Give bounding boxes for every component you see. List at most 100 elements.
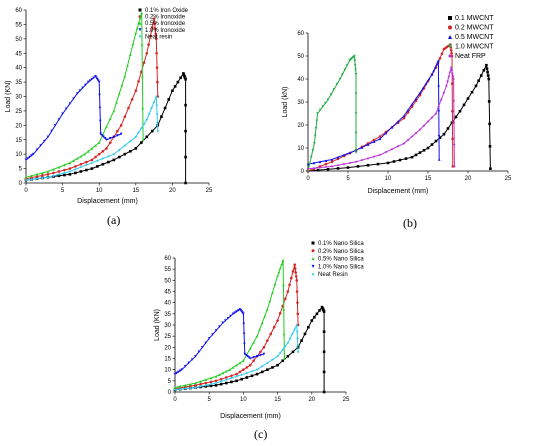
data-point <box>306 167 310 170</box>
data-point <box>282 332 286 336</box>
data-point <box>100 134 104 137</box>
data-point <box>246 354 249 358</box>
data-point <box>296 323 300 327</box>
data-point <box>204 384 208 387</box>
data-point <box>85 168 88 172</box>
data-point <box>404 157 408 160</box>
data-point <box>418 91 422 95</box>
data-point <box>442 91 446 95</box>
data-point <box>322 370 326 374</box>
series-line <box>25 18 159 180</box>
data-point <box>312 161 316 165</box>
data-point <box>231 366 235 369</box>
data-point <box>242 359 245 363</box>
data-point <box>120 83 124 87</box>
data-point <box>228 368 232 371</box>
data-point <box>372 155 376 158</box>
data-point <box>79 162 83 166</box>
data-point <box>99 132 102 136</box>
data-point <box>283 297 287 301</box>
legend-label: 0.5% Ironoxide <box>145 21 186 27</box>
data-point <box>296 337 299 340</box>
y-axis-label: Load (kN) <box>282 87 289 118</box>
data-point <box>245 371 249 375</box>
data-point <box>437 108 441 112</box>
data-point <box>209 380 213 384</box>
data-point <box>129 139 132 143</box>
data-point <box>439 98 443 101</box>
data-point <box>446 80 449 83</box>
data-point <box>318 108 322 112</box>
data-point <box>235 363 238 367</box>
y-tick-label: 30 <box>15 95 22 101</box>
data-point <box>281 258 285 262</box>
data-point <box>446 127 450 130</box>
data-point <box>294 271 298 274</box>
data-point <box>410 103 414 106</box>
data-point <box>360 146 364 149</box>
data-point <box>171 89 174 93</box>
data-point <box>280 262 284 266</box>
y-tick-label: 5 <box>168 379 172 385</box>
data-point <box>276 319 279 322</box>
panel-label-a: (a) <box>107 213 121 227</box>
data-point <box>426 146 430 150</box>
x-tick-label: 0 <box>306 176 310 182</box>
data-point <box>283 344 287 348</box>
data-point <box>255 372 259 376</box>
data-point <box>485 63 488 67</box>
data-point <box>309 155 313 159</box>
data-point <box>175 371 179 375</box>
data-point <box>353 54 356 58</box>
data-point <box>235 372 238 376</box>
data-point <box>336 155 340 159</box>
x-tick-label: 25 <box>206 188 213 194</box>
y-tick-label: 5 <box>19 167 23 173</box>
y-tick-label: 0 <box>19 181 23 187</box>
data-point <box>279 266 282 270</box>
data-point <box>466 97 470 100</box>
data-point <box>155 66 159 69</box>
x-tick-label: 25 <box>343 397 350 403</box>
data-point <box>154 32 158 36</box>
data-point <box>353 59 357 62</box>
data-point <box>329 93 333 96</box>
data-point <box>152 100 156 104</box>
data-point <box>396 144 400 148</box>
data-point <box>225 370 228 373</box>
data-point <box>245 376 249 379</box>
data-point <box>330 165 334 168</box>
data-point <box>430 116 434 119</box>
data-point <box>184 181 187 185</box>
y-tick-label: 50 <box>15 37 22 43</box>
data-point <box>156 129 160 133</box>
data-point <box>94 155 97 159</box>
data-point <box>235 310 238 313</box>
data-point <box>315 312 319 316</box>
data-point <box>410 135 414 138</box>
data-point <box>348 151 352 154</box>
data-point <box>90 158 94 162</box>
x-axis-label: Displacement (mm) <box>368 188 429 195</box>
data-point <box>450 51 453 55</box>
data-point <box>316 168 320 172</box>
data-point <box>300 339 303 342</box>
y-tick-label: 50 <box>297 54 304 60</box>
data-point <box>68 161 72 165</box>
data-point <box>72 97 75 100</box>
data-point <box>291 350 295 354</box>
data-point <box>184 77 187 81</box>
data-point <box>271 358 274 361</box>
y-tick-label: 35 <box>164 312 171 318</box>
y-tick-label: 10 <box>15 152 22 158</box>
data-point <box>57 118 61 121</box>
data-point <box>238 370 242 374</box>
legend-marker <box>311 264 315 268</box>
legend-label: 0.1% Iron Oxide <box>145 8 189 14</box>
data-point <box>61 112 64 116</box>
data-point <box>97 80 101 84</box>
data-point <box>236 309 240 312</box>
data-point <box>311 149 315 152</box>
data-point <box>183 365 187 368</box>
data-point <box>324 101 327 105</box>
